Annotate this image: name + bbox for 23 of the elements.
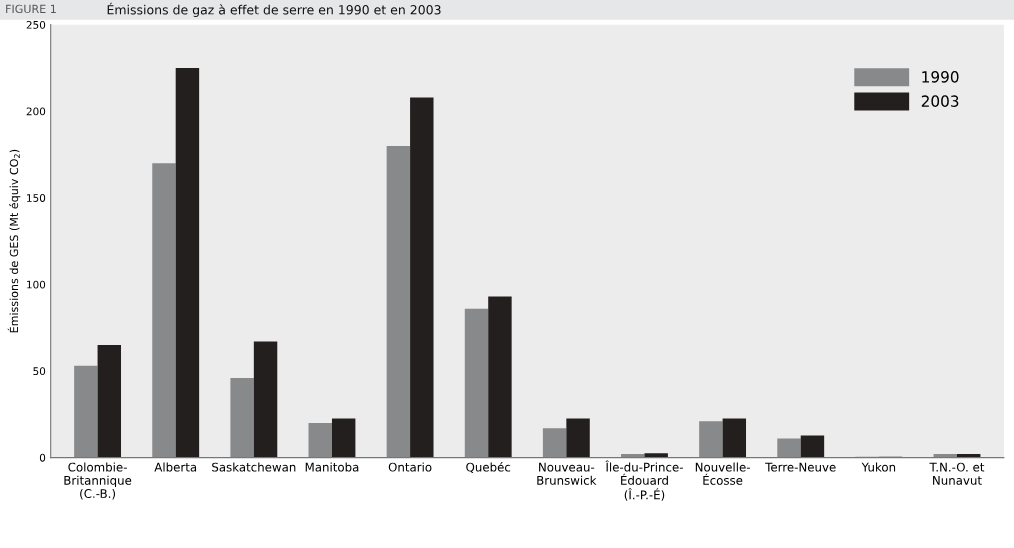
x-tick-label: Quebéc bbox=[466, 461, 511, 473]
x-tick-label: T.N.-O. et Nunavut bbox=[929, 462, 985, 485]
x-tick-label: Nouveau- Brunswick bbox=[537, 462, 597, 485]
x-tick-label: Nouvelle- Écosse bbox=[695, 462, 750, 485]
legend-label: 2003 bbox=[921, 95, 959, 107]
y-tick-label: 100 bbox=[27, 280, 46, 289]
chart-title: Émissions de gaz à effet de serre en 1990 et en 2003 bbox=[107, 2, 441, 17]
legend-label: 1990 bbox=[922, 71, 959, 83]
x-tick-label: Alberta bbox=[154, 462, 197, 472]
chart-subtitle: FIGURE 1 bbox=[6, 4, 56, 14]
x-tick-label: Manitoba bbox=[305, 462, 359, 472]
y-tick-label: 150 bbox=[27, 194, 46, 202]
y-axis-title: Émissions de GES (Mt équiv CO$_{2}$) bbox=[7, 149, 21, 333]
x-tick-label: Ontario bbox=[388, 462, 432, 472]
x-tick-label: Yukon bbox=[861, 462, 896, 472]
x-tick-label: Terre-Neuve bbox=[765, 462, 836, 472]
y-tick-label: 250 bbox=[26, 20, 46, 29]
y-tick-label: 200 bbox=[26, 107, 46, 116]
x-tick-label: Île-du-Prince- Édouard (Î.-P.-É) bbox=[605, 460, 683, 501]
x-tick-label: Colombie- Britannique (C.-B.) bbox=[64, 462, 132, 500]
x-tick-label: Saskatchewan bbox=[212, 462, 296, 472]
y-tick-label: 50 bbox=[33, 367, 46, 376]
y-tick-label: 0 bbox=[39, 453, 46, 462]
